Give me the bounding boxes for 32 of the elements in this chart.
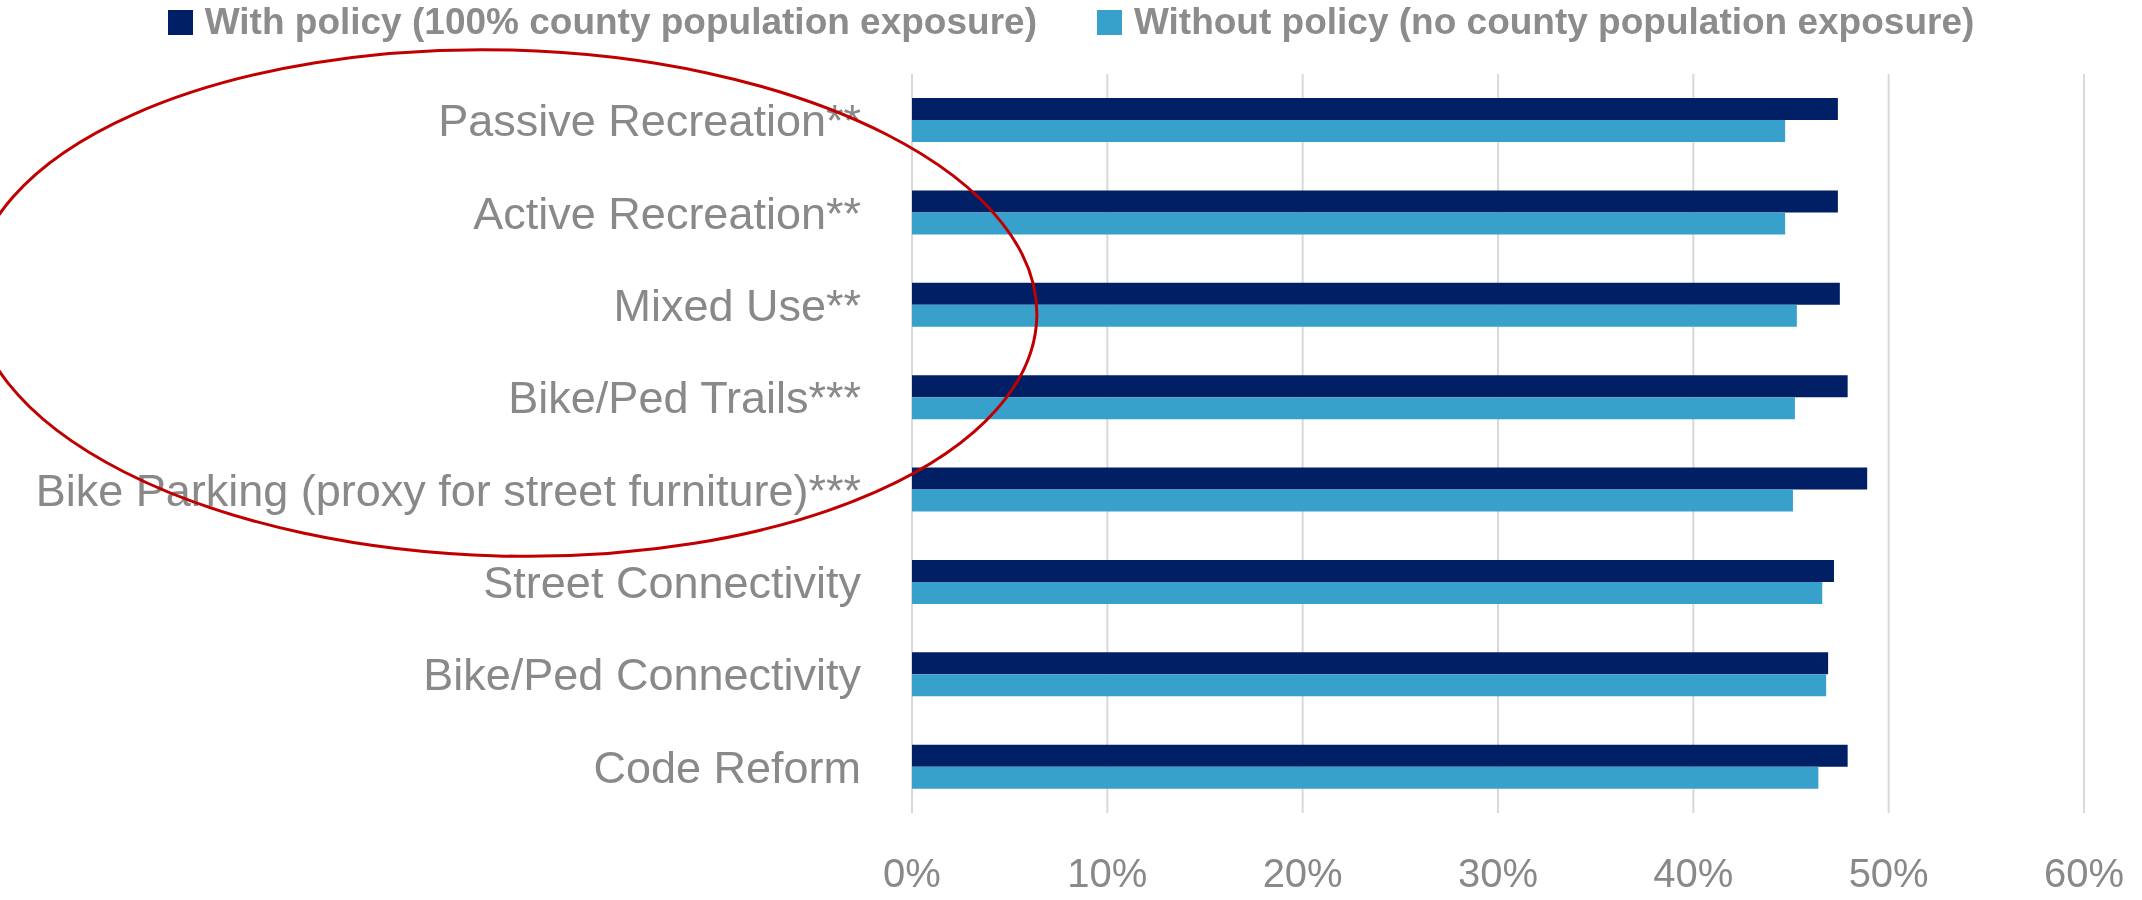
x-tick-label: 30% — [1457, 851, 1539, 896]
y-tick-label: Bike/Ped Connectivity — [423, 649, 862, 701]
legend-label: With policy (100% county population exposure) — [204, 1, 1037, 42]
legend-label: Without policy (no county population exposure) — [1133, 1, 1975, 42]
bar — [912, 744, 1848, 767]
x-tick-label: 50% — [1848, 851, 1929, 896]
bar — [912, 120, 1786, 142]
bar — [912, 212, 1786, 235]
bar — [912, 282, 1840, 305]
bar — [912, 98, 1838, 120]
bar — [912, 581, 1823, 604]
x-tick-label: 10% — [1067, 851, 1148, 896]
bar — [912, 652, 1829, 675]
bar — [912, 674, 1827, 697]
bar — [912, 489, 1793, 512]
y-tick-label: Bike/Ped Trails*** — [508, 372, 861, 424]
x-tick-label: 40% — [1653, 851, 1734, 896]
bar — [912, 559, 1834, 582]
bar — [912, 375, 1848, 398]
bar — [912, 190, 1838, 213]
y-tick-label: Street Connectivity — [483, 557, 862, 609]
y-tick-label: Passive Recreation** — [438, 95, 861, 147]
bar — [912, 304, 1797, 327]
bar — [912, 467, 1868, 490]
y-tick-label: Active Recreation** — [473, 187, 861, 239]
y-tick-label: Mixed Use** — [613, 279, 861, 331]
x-tick-label: 20% — [1262, 851, 1343, 896]
y-tick-label: Code Reform — [593, 741, 861, 793]
x-tick-label: 60% — [2043, 851, 2125, 896]
bar — [912, 766, 1819, 789]
bar — [912, 397, 1795, 420]
x-tick-label: 0% — [883, 851, 941, 896]
